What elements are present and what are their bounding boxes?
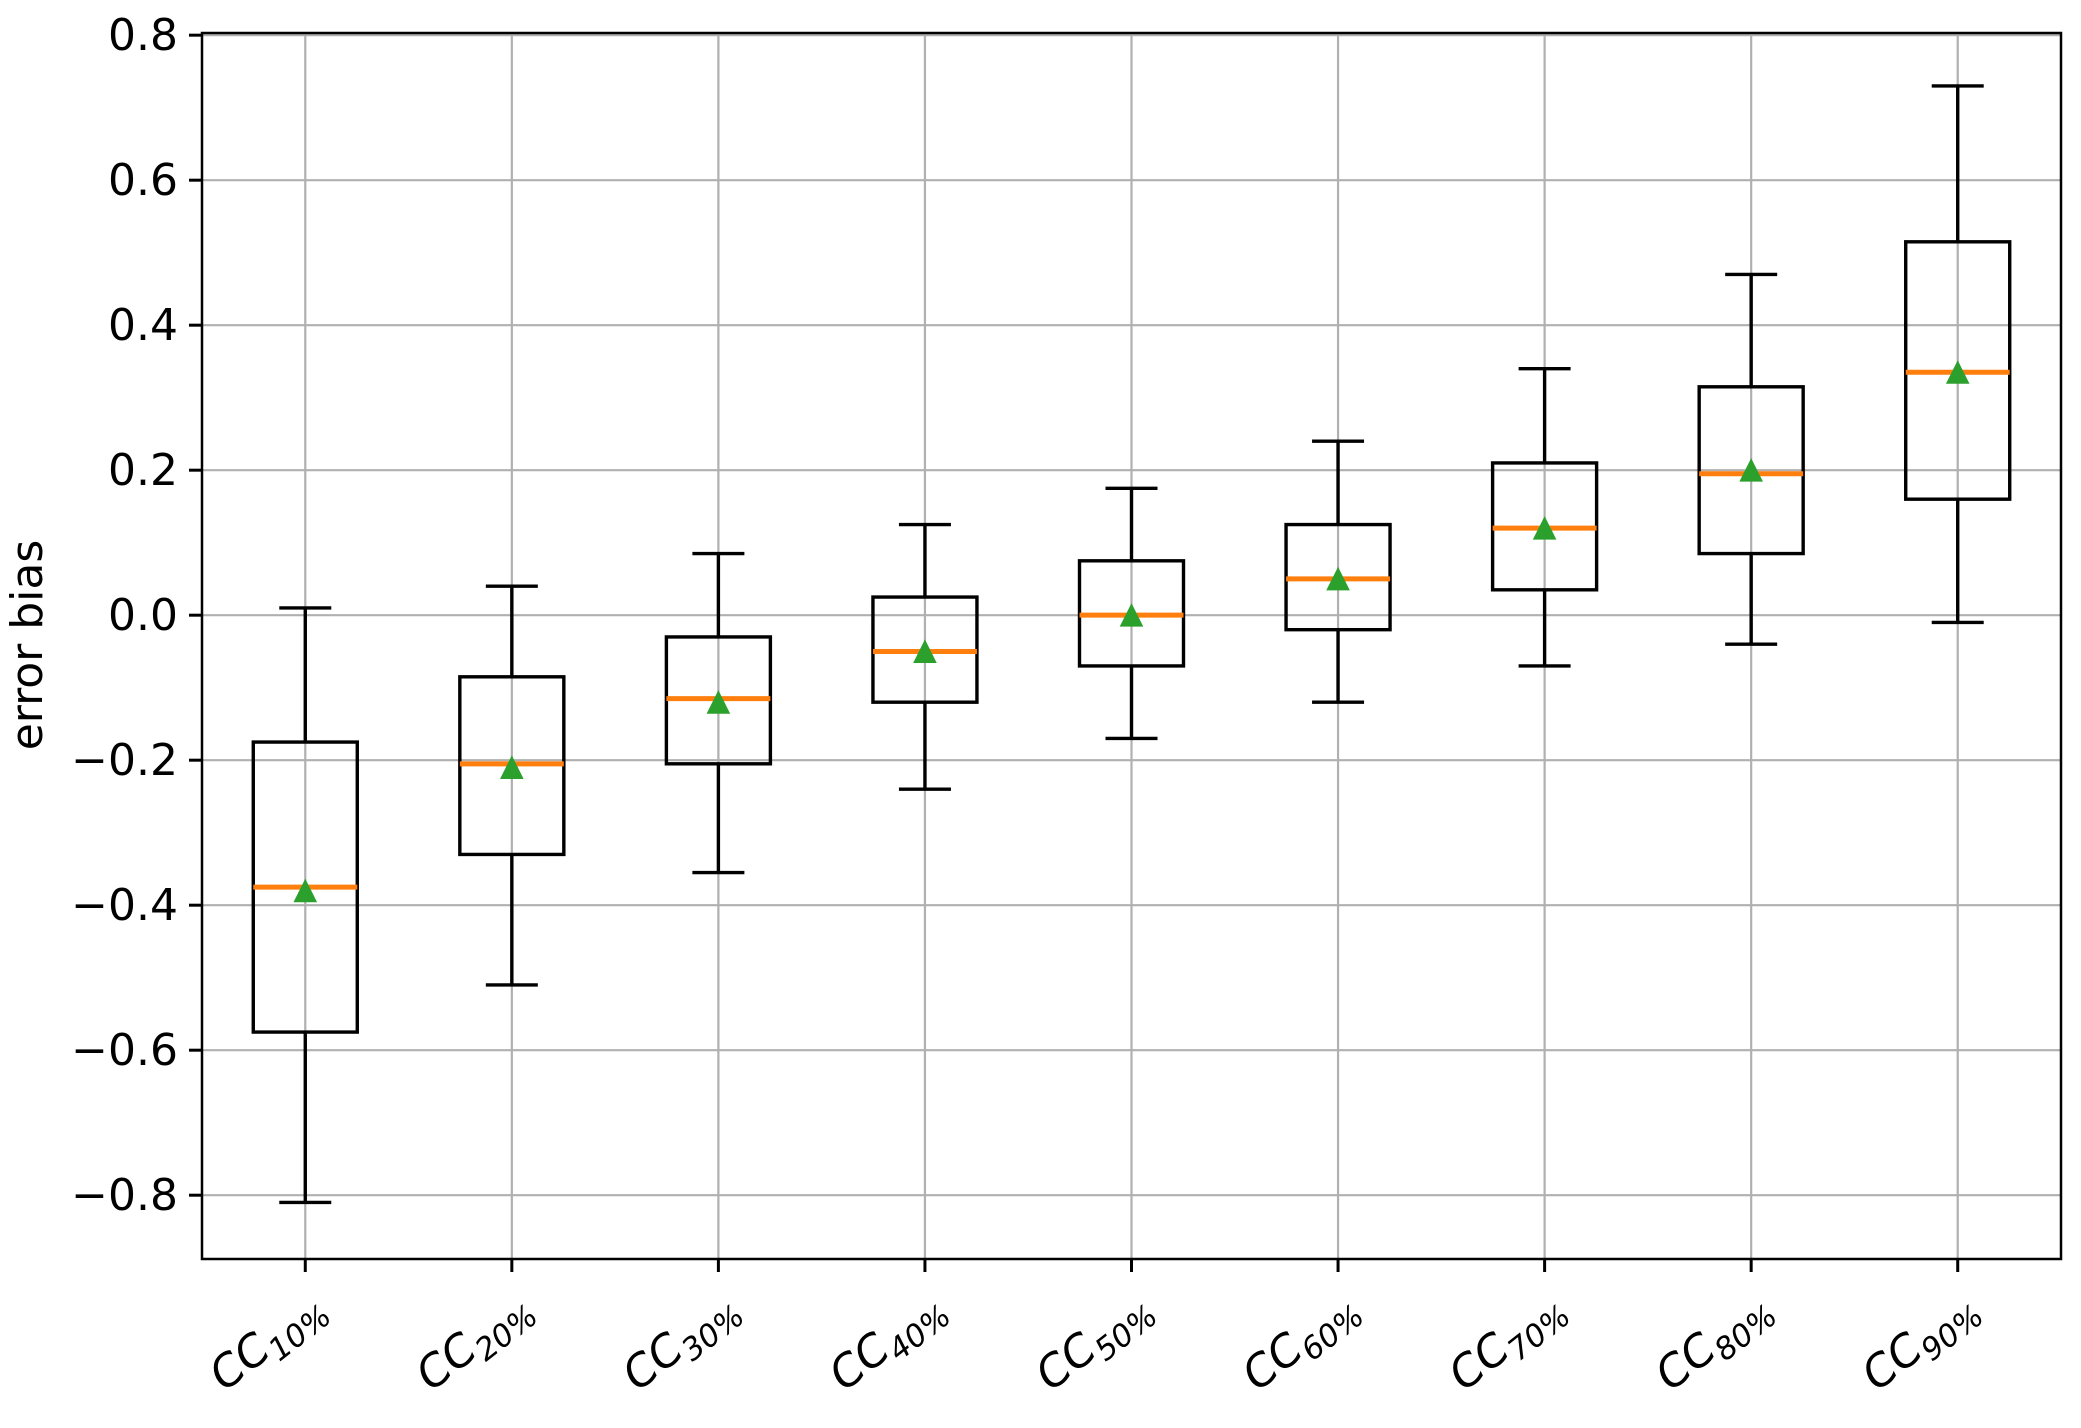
mean-triangle-marker [1326,566,1350,591]
box-group-CC90% [1904,84,2012,625]
y-tick-label: 0.8 [108,10,178,61]
y-tick-label: −0.2 [71,735,178,786]
y-tick-label: −0.6 [71,1025,178,1076]
mean-triangle-marker [1532,516,1557,540]
box-group-CC20% [458,584,566,987]
mean-triangle-marker [293,878,318,903]
box-group-CC70% [1490,366,1599,668]
mean-triangle-marker [1739,458,1763,482]
box-group-CC80% [1697,272,1805,646]
box-group-CC60% [1284,439,1392,704]
y-axis-label: error bias [2,540,53,751]
box-group-CC50% [1077,486,1186,741]
box-group-CC10% [251,606,359,1205]
y-tick-label: −0.8 [71,1170,178,1221]
mean-triangle-marker [500,755,524,779]
box-group-CC30% [664,551,773,875]
y-tick-label: 0.4 [108,300,178,351]
y-tick-label: 0.6 [108,155,178,206]
mean-triangle-marker [1945,360,1970,384]
mean-triangle-marker [706,690,731,714]
y-tick-label: 0.2 [108,445,178,496]
mean-triangle-marker [913,639,937,663]
box-rect [1697,385,1805,556]
y-tick-label: −0.4 [71,880,178,931]
mean-triangle-marker [1119,603,1144,627]
y-tick-label: 0.0 [108,590,178,641]
box-group-CC40% [871,522,979,791]
